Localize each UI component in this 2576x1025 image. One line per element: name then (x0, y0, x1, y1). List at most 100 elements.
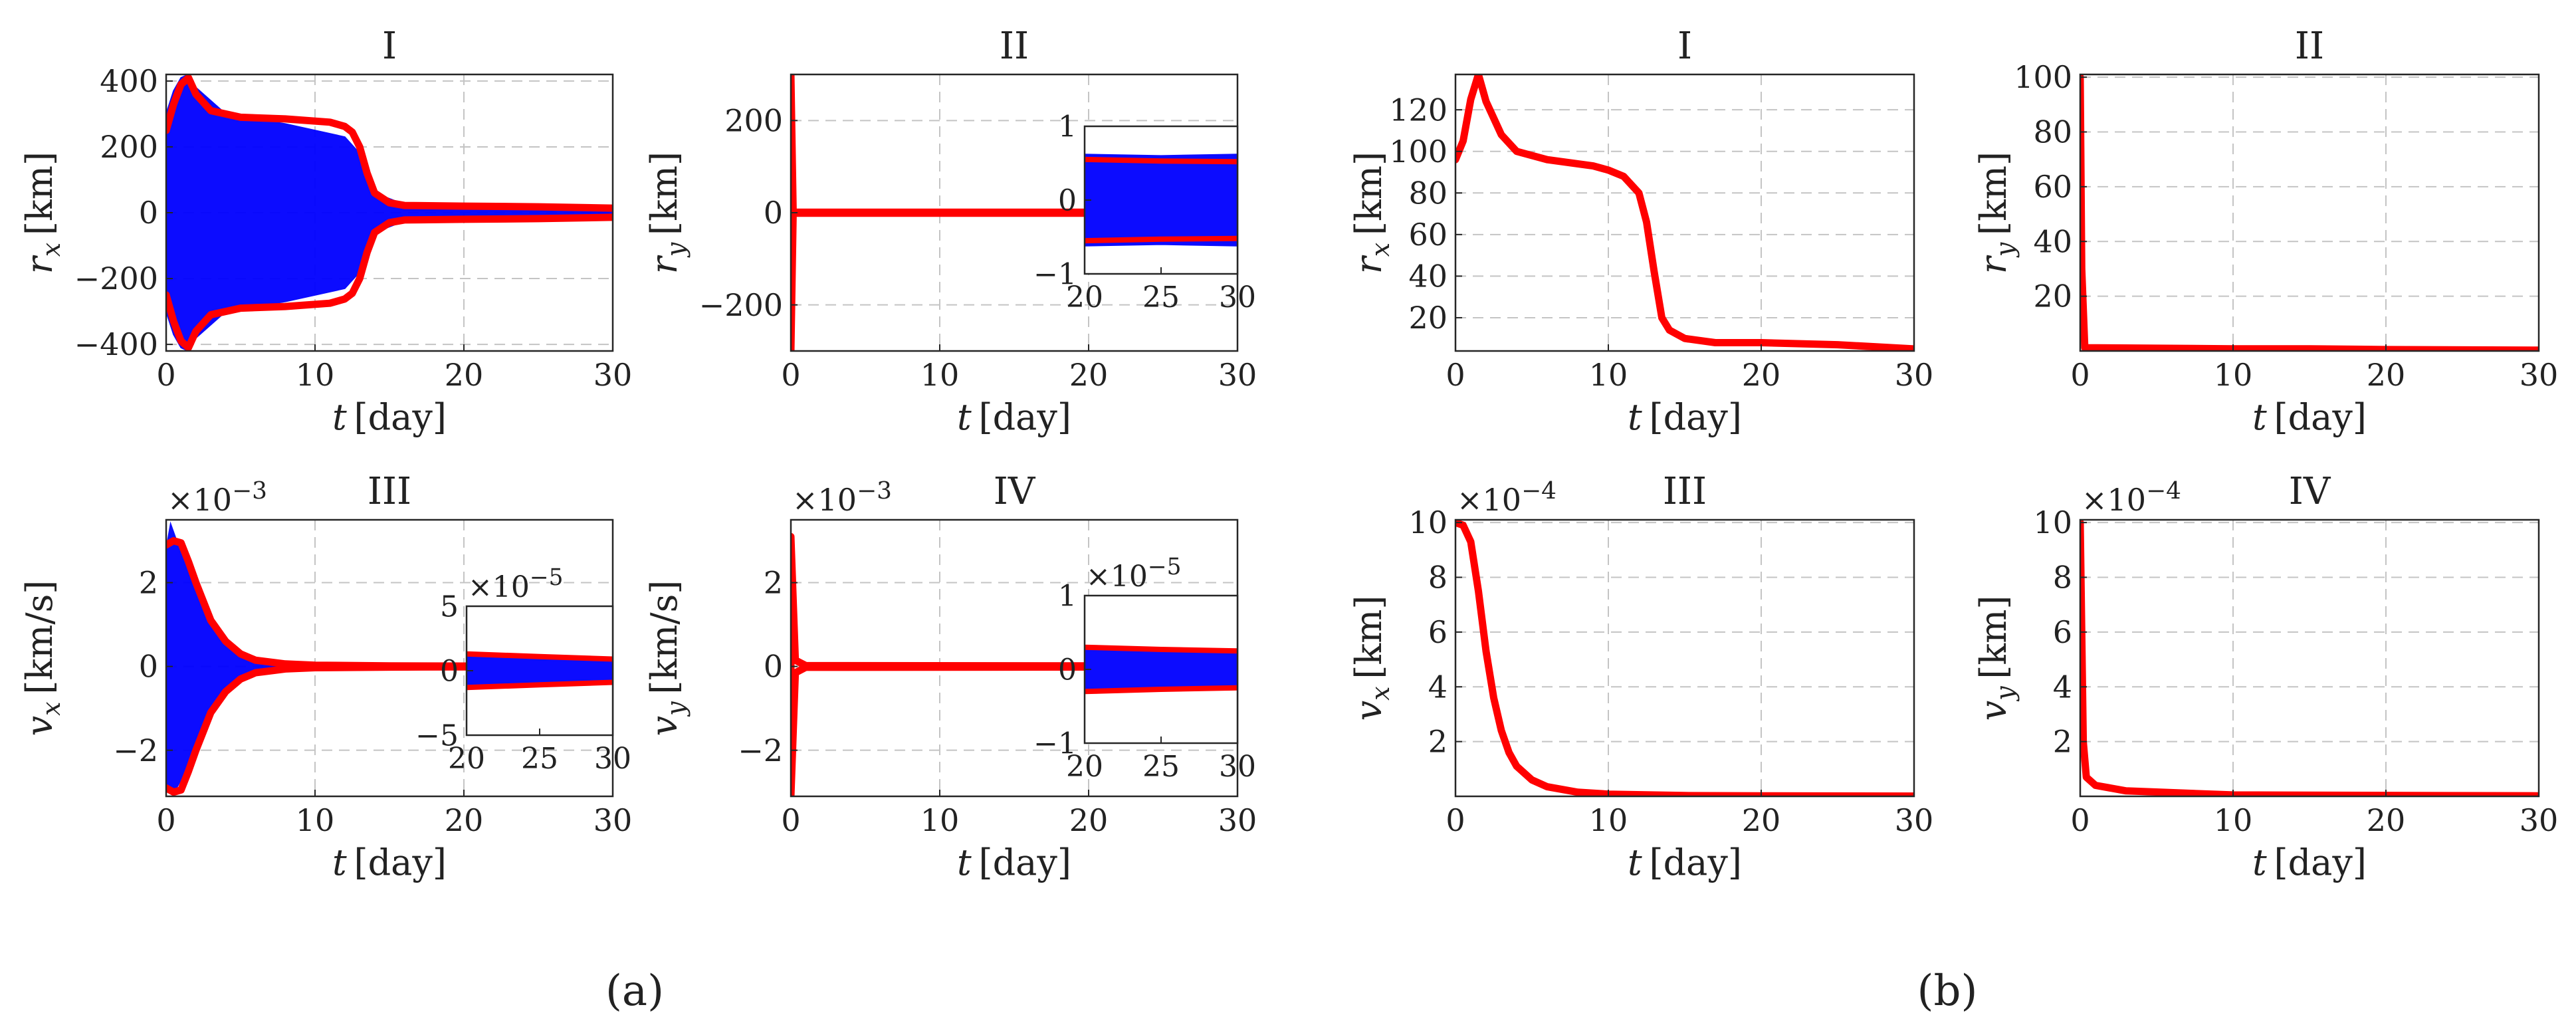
panel-b3-ytick-label-4: 10 (1408, 505, 1448, 540)
panel-b4-ylabel: vy [km] (1973, 596, 2020, 721)
panel-b2-ytick-label-0: 20 (2033, 279, 2072, 314)
panel-a4-inset-xtick-label-0: 20 (1066, 750, 1103, 784)
panel-b1-ytick-label-4: 100 (1389, 134, 1448, 170)
panel-b3: 0 10 20 30 2 4 6 8 10 ×10−4 III t [day] vx [km] (1348, 470, 1933, 883)
panel-b3-ytick-label-0: 2 (1428, 724, 1448, 760)
panel-b4: 0 10 20 30 2 4 6 8 10 ×10−4 IV t [day] vy [km] (1973, 470, 2558, 883)
panel-a3-inset-xtick-label-2: 30 (594, 742, 631, 776)
panel-a3-series-line-2 (166, 663, 613, 796)
panel-b4-exponent-label: ×10−4 (2082, 477, 2181, 518)
panel-b2-ytick-label-2: 60 (2033, 169, 2072, 205)
panel-a4-series-line-1 (791, 663, 1237, 796)
panel-a4-ytick-label-0: −2 (738, 733, 783, 768)
panel-b4-data (2080, 520, 2539, 796)
panel-b2-xtick-label-1: 10 (2214, 357, 2253, 393)
panel-b1-ylabel: rx [km] (1348, 152, 1395, 274)
panel-b2-ytick-label-1: 40 (2033, 223, 2072, 259)
panel-a4-inset-ytick-label-2: 1 (1058, 579, 1077, 613)
panel-b1-xlabel: t [day] (1628, 396, 1742, 438)
panel-a3-xtick-label-0: 0 (156, 802, 175, 838)
panel-a2-ytick-label-0: −200 (699, 287, 783, 323)
panel-b1-plot-area (1455, 74, 1914, 351)
panel-a1-ytick-label-4: 400 (100, 63, 158, 99)
panel-b1-data (1455, 74, 1914, 351)
panel-a2-inset-ytick-label-0: −1 (1033, 257, 1077, 291)
panel-a2-xtick-label-3: 30 (1218, 357, 1257, 393)
panel-a2-inset-data (1085, 154, 1237, 247)
panel-a3-inset-exponent-label: ×10−5 (468, 564, 563, 604)
panel-a2-series-line-1 (791, 209, 1237, 351)
panel-label-a: (a) (605, 967, 664, 1016)
panel-a4-data (791, 532, 1237, 796)
panel-label-b: (b) (1917, 967, 1978, 1016)
panel-b1-xtick-label-3: 30 (1895, 357, 1934, 393)
panel-a2-inset-series-line-2 (1085, 235, 1237, 244)
panel-b4-title: IV (2289, 470, 2331, 513)
panel-a4-inset-xtick-label-2: 30 (1219, 750, 1256, 784)
panel-a2-xlabel: t [day] (957, 396, 1071, 438)
panel-a4-title: IV (994, 470, 1036, 513)
panel-a2-ytick-label-1: 0 (764, 195, 783, 231)
panel-a4-xlabel: t [day] (957, 842, 1071, 883)
panel-a1-ylabel: rx [km] (19, 152, 66, 274)
panel-a3-inset-series-line-2 (467, 679, 613, 691)
panel-b4-xlabel: t [day] (2252, 842, 2367, 883)
panel-a4-inset-xtick-label-1: 25 (1142, 750, 1180, 784)
panel-b3-plot-area (1455, 520, 1914, 796)
panel-a1-xtick-label-0: 0 (156, 357, 175, 393)
panel-b3-axes-frame (1454, 518, 1915, 798)
panel-b4-xtick-label-3: 30 (2520, 802, 2559, 838)
panel-a2-inset-ytick-label-1: 0 (1058, 183, 1077, 217)
panel-a2-inset-series-line-1 (1085, 156, 1237, 165)
panel-a2-inset: 20 25 30 −1 0 1 (1033, 110, 1256, 314)
panel-a4-inset-data (1085, 644, 1237, 695)
panel-a3: 0 10 20 30 −2 0 2 ×10−3 III t [day] vx [km/s] 20 25 3… (19, 470, 632, 883)
panel-a3-inset-xtick-label-1: 25 (521, 742, 558, 776)
panel-a4-ytick-label-1: 0 (764, 649, 783, 685)
panel-a3-inset-xtick-label-0: 20 (448, 742, 485, 776)
panel-b3-ytick-label-2: 6 (1428, 614, 1448, 650)
panel-a3-inset-ytick-label-1: 0 (440, 654, 459, 688)
panel-a1-xtick-label-2: 20 (445, 357, 484, 393)
panel-b3-xtick-label-0: 0 (1446, 802, 1465, 838)
panel-a1-title: I (382, 25, 397, 68)
panel-b2-ytick-label-3: 80 (2033, 114, 2072, 150)
panel-a4-inset-ytick-label-0: −1 (1033, 727, 1077, 760)
panel-b4-xtick-label-1: 10 (2214, 802, 2253, 838)
panel-b1-ytick-label-1: 40 (1408, 258, 1448, 294)
panel-a1: 0 10 20 30 −400 −200 0 200 400 It [day] rx [km] (19, 25, 632, 438)
panel-b4-ytick-label-4: 10 (2033, 505, 2072, 540)
panel-b1-xtick-label-2: 20 (1742, 357, 1781, 393)
panel-a1-ytick-label-1: −200 (74, 261, 158, 296)
panel-a3-inset-data (467, 651, 613, 691)
panel-b4-xtick-label-2: 20 (2367, 802, 2406, 838)
panel-a3-ytick-label-0: −2 (113, 733, 158, 768)
panel-b2: 0 10 20 30 20 40 60 80 100 II t [day] ry [km] (1973, 25, 2558, 438)
panel-b3-xtick-label-1: 10 (1589, 802, 1628, 838)
panel-b4-ytick-label-0: 2 (2053, 724, 2072, 760)
panel-b1-ytick-label-0: 20 (1408, 300, 1448, 336)
panel-b4-ytick-label-2: 6 (2053, 614, 2072, 650)
panel-a3-ylabel: vx [km/s] (19, 580, 66, 737)
panel-a3-data (166, 521, 613, 796)
panel-b3-xtick-label-3: 30 (1895, 802, 1934, 838)
panel-b1-series-line-0 (1455, 74, 1914, 351)
panel-b3-data (1455, 520, 1914, 796)
panel-b2-xlabel: t [day] (2252, 396, 2367, 438)
panel-a3-inset: 20 25 30 −5 0 5 ×10−5 (415, 564, 631, 776)
panel-b4-series-line-0 (2080, 520, 2539, 796)
panel-a4-inset-series-line-2 (1085, 685, 1237, 695)
panel-a4-ylabel: vy [km/s] (643, 580, 691, 737)
panel-a3-exponent-label: ×10−3 (167, 477, 267, 518)
panel-b3-ylabel: vx [km] (1348, 596, 1395, 721)
panel-a2-xtick-label-0: 0 (781, 357, 800, 393)
panel-a4-inset: 20 25 30 −1 0 1 ×10−5 (1033, 554, 1256, 784)
panel-a1-ytick-label-2: 0 (139, 195, 158, 231)
panel-a4-xtick-label-2: 20 (1069, 802, 1109, 838)
panel-a3-title: III (368, 470, 411, 513)
panel-a1-xtick-label-3: 30 (593, 357, 633, 393)
panel-a3-xtick-label-3: 30 (593, 802, 633, 838)
panel-a2-ylabel: ry [km] (643, 152, 691, 274)
panel-a2-inset-xtick-label-0: 20 (1066, 281, 1103, 314)
